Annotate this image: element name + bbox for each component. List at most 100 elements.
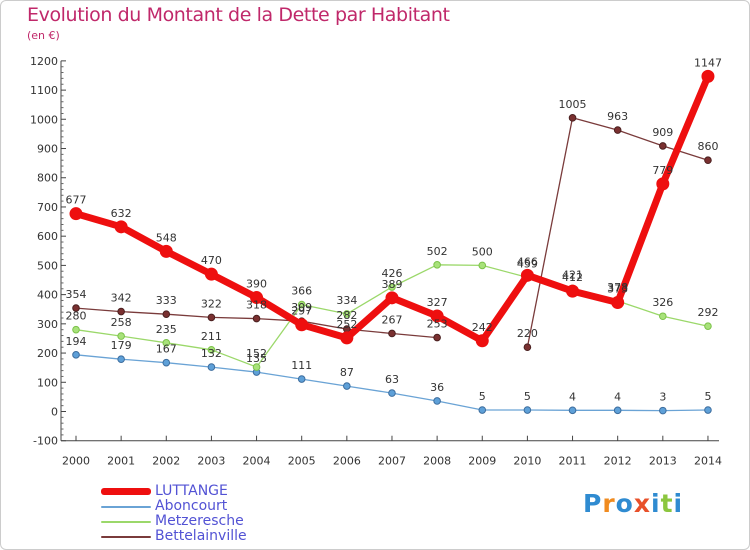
data-point-bettelainville (523, 343, 532, 352)
data-point-metzeresche (478, 261, 487, 270)
data-point-luttange (611, 296, 625, 310)
data-point-luttange (520, 268, 534, 282)
data-label-metzeresche: 366 (291, 285, 312, 298)
data-label-metzeresche: 421 (562, 268, 583, 281)
data-label-aboncourt: 4 (614, 390, 621, 403)
data-point-bettelainville (72, 304, 80, 312)
data-label-luttange: 779 (652, 164, 673, 177)
data-point-bettelainville (433, 333, 441, 342)
data-point-luttange (204, 267, 218, 281)
data-label-luttange: 677 (66, 194, 87, 207)
data-point-aboncourt (478, 406, 487, 414)
data-point-metzeresche (252, 363, 261, 371)
data-point-luttange (566, 284, 580, 298)
data-point-metzeresche (207, 346, 216, 354)
data-label-bettelainville: 909 (652, 126, 673, 139)
data-point-luttange (340, 331, 354, 345)
data-label-aboncourt: 63 (385, 373, 399, 386)
legend-label: Bettelainville (155, 528, 247, 544)
data-label-metzeresche: 235 (156, 323, 177, 336)
data-label-aboncourt: 87 (340, 366, 354, 379)
data-label-bettelainville: 333 (156, 294, 177, 307)
data-label-luttange: 548 (156, 231, 177, 244)
y-tick-label: 600 (37, 230, 58, 243)
data-point-bettelainville (162, 310, 171, 318)
data-label-bettelainville: 342 (111, 292, 132, 305)
y-tick-label: 400 (37, 289, 58, 302)
x-tick-label: 2003 (197, 455, 225, 468)
data-label-metzeresche: 258 (111, 316, 132, 329)
data-label-luttange: 466 (517, 255, 538, 268)
data-point-bettelainville (117, 307, 125, 316)
legend-label: Aboncourt (155, 498, 228, 514)
x-tick-label: 2005 (288, 455, 316, 468)
data-point-metzeresche (162, 339, 171, 347)
data-label-bettelainville: 253 (427, 318, 448, 331)
data-label-aboncourt: 5 (524, 390, 531, 403)
data-point-luttange (701, 69, 715, 83)
x-tick-label: 2000 (62, 455, 90, 468)
data-label-luttange: 412 (562, 271, 583, 284)
data-label-metzeresche: 211 (201, 330, 222, 343)
data-point-aboncourt (523, 406, 532, 414)
data-point-bettelainville (568, 114, 577, 122)
x-tick-label: 2009 (468, 455, 496, 468)
logo-letter: x (633, 489, 651, 518)
data-label-bettelainville: 309 (291, 301, 312, 314)
data-point-aboncourt (433, 397, 441, 405)
data-label-metzeresche: 426 (381, 267, 402, 280)
data-label-metzeresche: 334 (336, 294, 357, 307)
data-label-luttange: 470 (201, 254, 222, 267)
y-tick-label: 0 (51, 406, 58, 419)
data-point-luttange (159, 244, 173, 258)
data-point-luttange (114, 220, 128, 234)
data-label-bettelainville: 220 (517, 327, 538, 340)
legend-swatch (101, 535, 151, 538)
y-tick-label: 900 (37, 143, 58, 156)
data-point-bettelainville (704, 156, 712, 165)
data-label-luttange: 389 (381, 278, 402, 291)
x-tick-label: 2008 (423, 455, 451, 468)
data-point-metzeresche (343, 310, 351, 318)
chart-subtitle: (en €) (27, 29, 60, 42)
data-label-luttange: 1147 (694, 56, 722, 69)
data-label-luttange: 632 (111, 207, 132, 220)
data-point-metzeresche (433, 261, 441, 269)
data-point-luttange (250, 291, 264, 305)
data-label-bettelainville: 963 (607, 110, 628, 123)
logo-letter: r (602, 489, 616, 518)
x-tick-label: 2007 (378, 455, 406, 468)
data-label-aboncourt: 36 (430, 381, 444, 394)
data-label-aboncourt: 5 (479, 390, 486, 403)
data-label-metzeresche: 502 (427, 245, 448, 258)
legend-item-aboncourt: Aboncourt (101, 499, 247, 514)
data-label-aboncourt: 194 (66, 335, 87, 348)
data-point-bettelainville (613, 126, 622, 134)
data-point-metzeresche (388, 283, 396, 291)
data-point-aboncourt (388, 389, 396, 397)
data-label-bettelainville: 354 (66, 288, 87, 301)
y-tick-label: 1000 (30, 113, 58, 126)
data-label-bettelainville: 282 (336, 309, 357, 322)
data-label-bettelainville: 860 (697, 140, 718, 153)
legend-swatch (101, 520, 151, 523)
data-point-metzeresche (659, 312, 667, 321)
data-label-aboncourt: 4 (569, 390, 576, 403)
data-point-aboncourt (568, 406, 577, 415)
data-point-aboncourt (162, 358, 171, 367)
data-label-metzeresche: 326 (652, 296, 673, 309)
data-point-metzeresche (704, 322, 712, 330)
data-label-luttange: 327 (427, 296, 448, 309)
legend-label: Metzeresche (155, 513, 244, 529)
data-label-aboncourt: 3 (659, 391, 666, 404)
legend-item-metzeresche: Metzeresche (101, 514, 247, 529)
y-tick-label: 800 (37, 172, 58, 185)
data-point-aboncourt (72, 351, 80, 359)
y-tick-label: 200 (37, 347, 58, 360)
legend-swatch (101, 505, 151, 508)
data-label-bettelainville: 267 (381, 313, 402, 326)
data-point-luttange (656, 177, 670, 191)
x-tick-label: 2001 (107, 455, 135, 468)
data-point-aboncourt (343, 382, 351, 390)
